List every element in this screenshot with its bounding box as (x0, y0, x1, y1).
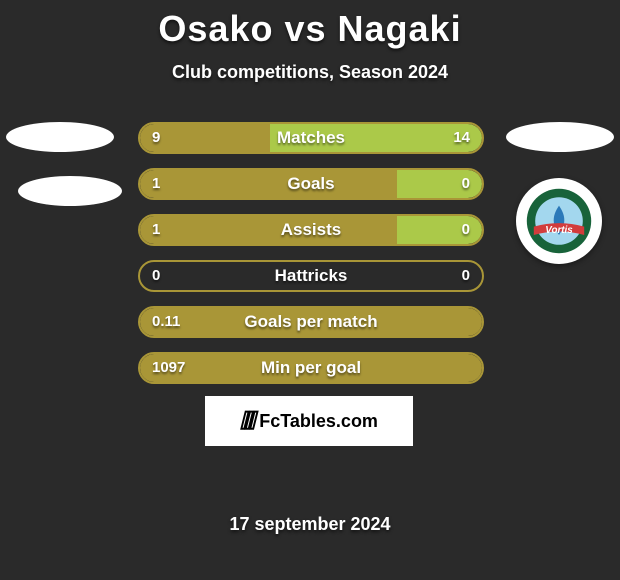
stat-label: Goals per match (140, 308, 482, 336)
stat-value-left: 0.11 (152, 308, 180, 336)
club-badge-icon: Vortis (524, 186, 594, 256)
stat-value-left: 1 (152, 216, 160, 244)
stat-label: Min per goal (140, 354, 482, 382)
stat-value-right: 0 (462, 170, 470, 198)
attribution-logo-icon: ⫿⫿⫿ (240, 410, 253, 433)
stat-value-left: 1097 (152, 354, 185, 382)
stat-label: Matches (140, 124, 482, 152)
attribution-box: ⫿⫿⫿ FcTables.com (205, 396, 413, 446)
page-title: Osako vs Nagaki (0, 0, 620, 50)
club-badge-text: Vortis (545, 225, 573, 236)
stat-row: Goals per match0.11 (138, 306, 484, 338)
stat-row: Goals1 0 (138, 168, 484, 200)
stat-value-right: 0 (462, 262, 470, 290)
stat-value-right: 14 (453, 124, 470, 152)
stat-value-right: 0 (462, 216, 470, 244)
stat-row: Hattricks0 0 (138, 260, 484, 292)
club-badge: Vortis (516, 178, 602, 264)
stat-row: Assists1 0 (138, 214, 484, 246)
stat-row: Min per goal1097 (138, 352, 484, 384)
stat-row: Matches9 14 (138, 122, 484, 154)
player-right-avatar-placeholder (506, 122, 614, 152)
stat-value-left: 1 (152, 170, 160, 198)
stat-value-left: 9 (152, 124, 160, 152)
stat-value-left: 0 (152, 262, 160, 290)
player-left-avatar-placeholder-1 (6, 122, 114, 152)
player-left-avatar-placeholder-2 (18, 176, 122, 206)
stat-label: Goals (140, 170, 482, 198)
attribution-site-text: FcTables.com (259, 411, 378, 432)
stat-label: Assists (140, 216, 482, 244)
page: Osako vs Nagaki Club competitions, Seaso… (0, 0, 620, 580)
stat-label: Hattricks (140, 262, 482, 290)
date-text: 17 september 2024 (0, 514, 620, 535)
page-subtitle: Club competitions, Season 2024 (0, 62, 620, 83)
stats-comparison: Matches914Goals10Assists10Hattricks00Goa… (138, 122, 484, 398)
